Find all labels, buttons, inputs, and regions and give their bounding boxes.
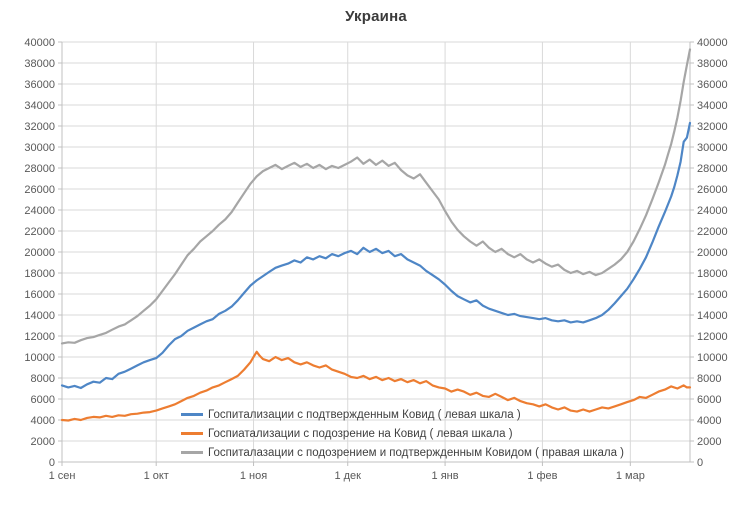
x-axis-label: 1 янв <box>432 470 459 482</box>
x-axis-label: 1 сен <box>49 470 76 482</box>
x-axis-label: 1 окт <box>144 470 169 482</box>
y-axis-left-label: 4000 <box>31 415 55 427</box>
y-axis-right-label: 16000 <box>697 289 728 301</box>
y-axis-right-label: 34000 <box>697 100 728 112</box>
y-axis-right-label: 12000 <box>697 331 728 343</box>
y-axis-left-label: 24000 <box>24 205 55 217</box>
y-axis-right-label: 14000 <box>697 310 728 322</box>
y-axis-right-label: 8000 <box>697 373 721 385</box>
y-axis-right-label: 22000 <box>697 226 728 238</box>
y-axis-right-label: 2000 <box>697 436 721 448</box>
chart-title: Украина <box>345 8 407 25</box>
y-axis-left-label: 40000 <box>24 37 55 49</box>
y-axis-right-label: 26000 <box>697 184 728 196</box>
y-axis-right-label: 4000 <box>697 415 721 427</box>
y-axis-left-label: 38000 <box>24 58 55 70</box>
y-axis-right-label: 32000 <box>697 121 728 133</box>
y-axis-right-label: 36000 <box>697 79 728 91</box>
legend-item-confirmed: Госпитализации с подтвержденным Ковид ( … <box>181 405 624 424</box>
y-axis-right-label: 24000 <box>697 205 728 217</box>
y-axis-left-label: 12000 <box>24 331 55 343</box>
series-line-0 <box>60 121 692 390</box>
series-line-2 <box>60 48 692 345</box>
y-axis-left-label: 22000 <box>24 226 55 238</box>
series-line-1 <box>60 350 692 422</box>
legend-swatch-combined <box>181 451 203 454</box>
legend-swatch-confirmed <box>181 413 203 416</box>
y-axis-left-label: 16000 <box>24 289 55 301</box>
y-axis-left-label: 34000 <box>24 100 55 112</box>
y-axis-right-label: 6000 <box>697 394 721 406</box>
y-axis-right-label: 18000 <box>697 268 728 280</box>
y-axis-left-label: 10000 <box>24 352 55 364</box>
y-axis-left-label: 6000 <box>31 394 55 406</box>
y-axis-right-label: 38000 <box>697 58 728 70</box>
legend-item-suspected: Госпиатализации с подозрение на Ковид ( … <box>181 424 624 443</box>
legend-label-suspected: Госпиатализации с подозрение на Ковид ( … <box>208 427 513 440</box>
y-axis-right-label: 20000 <box>697 247 728 259</box>
x-axis-label: 1 дек <box>334 470 361 482</box>
y-axis-left-label: 14000 <box>24 310 55 322</box>
y-axis-right-label: 30000 <box>697 142 728 154</box>
y-axis-left-label: 8000 <box>31 373 55 385</box>
y-axis-left-label: 30000 <box>24 142 55 154</box>
y-axis-left-label: 28000 <box>24 163 55 175</box>
y-axis-right-label: 28000 <box>697 163 728 175</box>
y-axis-left-label: 20000 <box>24 247 55 259</box>
legend-swatch-suspected <box>181 432 203 435</box>
y-axis-left-label: 32000 <box>24 121 55 133</box>
legend: Госпитализации с подтвержденным Ковид ( … <box>181 405 624 462</box>
y-axis-left-label: 0 <box>49 457 55 469</box>
y-axis-left-label: 18000 <box>24 268 55 280</box>
y-axis-right-label: 10000 <box>697 352 728 364</box>
x-axis-label: 1 мар <box>616 470 645 482</box>
legend-label-combined: Госпиталазации с подозрением и подтвержд… <box>208 446 625 459</box>
y-axis-right-label: 0 <box>697 457 703 469</box>
y-axis-left-label: 2000 <box>31 436 55 448</box>
x-axis-label: 1 фев <box>527 470 557 482</box>
x-axis-label: 1 ноя <box>240 470 267 482</box>
legend-item-combined: Госпиталазации с подозрением и подтвержд… <box>181 443 624 462</box>
y-axis-left-label: 36000 <box>24 79 55 91</box>
y-axis-left-label: 26000 <box>24 184 55 196</box>
y-axis-right-label: 40000 <box>697 37 728 49</box>
legend-label-confirmed: Госпитализации с подтвержденным Ковид ( … <box>208 408 521 421</box>
